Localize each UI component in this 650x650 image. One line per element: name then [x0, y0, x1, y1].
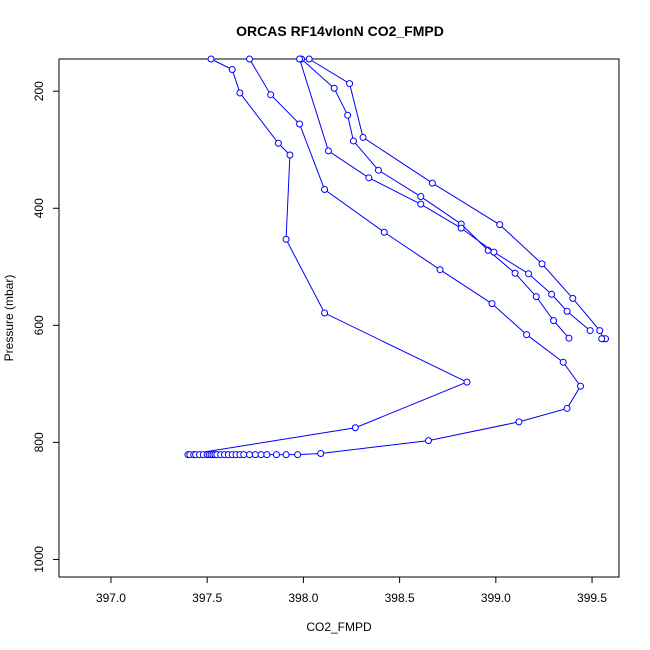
x-axis: 397.0 397.5 398.0 398.5 399.0 399.5 [96, 577, 607, 605]
x-tick-label: 399.5 [577, 591, 607, 605]
plot-frame [58, 58, 620, 578]
data-point [305, 55, 313, 63]
series-layer [184, 55, 610, 459]
data-point [246, 55, 254, 63]
data-point [550, 317, 558, 325]
data-point [463, 378, 471, 386]
data-point [374, 166, 382, 174]
data-point [296, 120, 304, 128]
data-point [532, 293, 540, 301]
data-point [565, 334, 573, 342]
data-point [246, 451, 254, 459]
data-point [559, 358, 567, 366]
x-tick-label: 397.5 [192, 591, 222, 605]
data-point [346, 80, 354, 88]
data-point [457, 224, 465, 232]
data-point [490, 248, 498, 256]
y-axis: 200 400 600 800 1000 [32, 81, 59, 573]
data-point [274, 139, 282, 147]
data-point [321, 309, 329, 317]
data-point [349, 137, 357, 145]
data-point [563, 404, 571, 412]
data-point [236, 89, 244, 97]
data-point [207, 55, 215, 63]
data-point [365, 174, 373, 182]
data-point [525, 270, 533, 278]
data-point [324, 147, 332, 155]
y-tick-label: 200 [32, 81, 46, 101]
series-line-1 [187, 58, 582, 456]
data-point [228, 66, 236, 74]
x-axis-label: CO2_FMPD [306, 620, 372, 634]
x-tick-label: 398.5 [385, 591, 415, 605]
data-point [515, 418, 523, 426]
data-point [240, 451, 248, 459]
x-tick-label: 397.0 [96, 591, 126, 605]
y-tick-label: 600 [32, 315, 46, 335]
data-point [417, 193, 425, 201]
data-point [596, 327, 604, 335]
data-point [496, 221, 504, 229]
data-point [586, 327, 594, 335]
data-point [417, 200, 425, 208]
data-point [263, 451, 271, 459]
data-point [359, 133, 367, 141]
data-point [282, 235, 290, 243]
data-point [577, 382, 585, 390]
data-point [294, 451, 302, 459]
data-point [257, 451, 265, 459]
series-line-4 [299, 58, 591, 331]
data-point [598, 335, 606, 343]
data-point [330, 84, 338, 92]
data-point [286, 151, 294, 159]
data-point [563, 307, 571, 315]
series-line-3 [308, 58, 606, 340]
data-point [267, 91, 275, 99]
data-point [424, 437, 432, 445]
data-point [321, 186, 329, 194]
data-point [538, 260, 546, 268]
x-tick-label: 399.0 [481, 591, 511, 605]
data-point [344, 111, 352, 119]
data-point [436, 266, 444, 274]
y-tick-label: 400 [32, 198, 46, 218]
data-point [548, 290, 556, 298]
data-point [317, 450, 325, 457]
data-point [251, 451, 259, 459]
x-tick-label: 398.0 [288, 591, 318, 605]
data-point [511, 269, 519, 277]
data-point [272, 451, 280, 459]
data-point [488, 300, 496, 308]
series-line-2 [301, 58, 570, 339]
y-tick-label: 1000 [32, 546, 46, 573]
data-point [296, 55, 304, 63]
data-point [351, 424, 359, 432]
data-point [282, 451, 290, 459]
y-axis-label: Pressure (mbar) [2, 275, 16, 362]
data-point [569, 294, 577, 302]
data-point [428, 179, 436, 187]
data-point [380, 228, 388, 236]
chart-title: ORCAS RF14vlonN CO2_FMPD [236, 23, 444, 39]
data-point [523, 331, 531, 339]
y-tick-label: 800 [32, 432, 46, 452]
